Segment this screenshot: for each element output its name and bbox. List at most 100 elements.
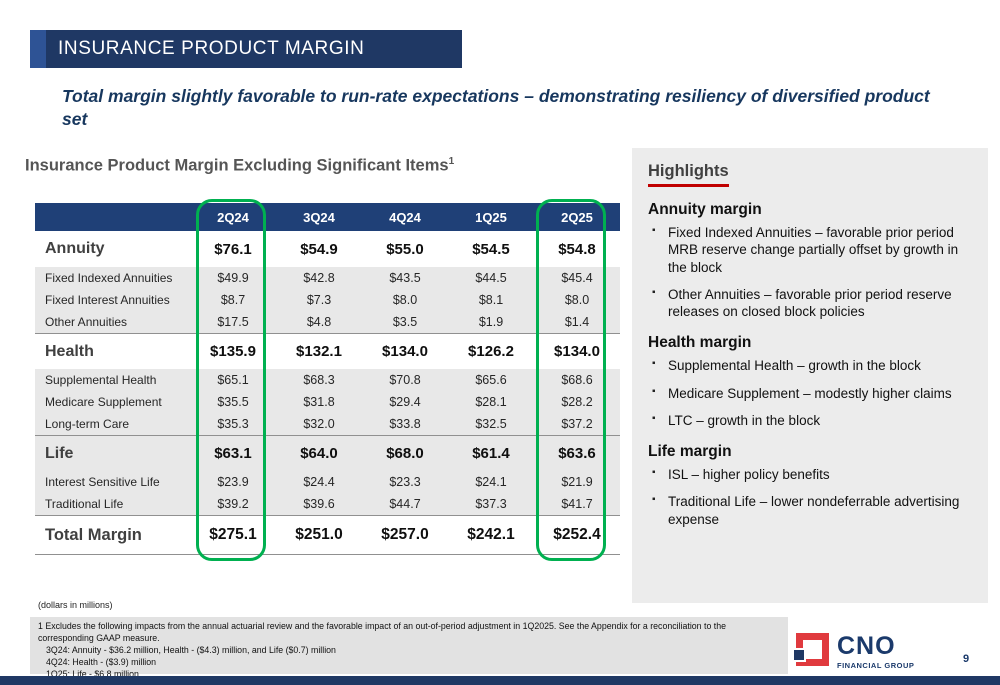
table-cell: $8.0 — [564, 293, 590, 307]
table-cell: $275.1 — [209, 526, 257, 543]
highlight-bullet: Medicare Supplement – modestly higher cl… — [652, 385, 972, 402]
table-row-supplemental-health: Supplemental Health $65.1 $68.3 $70.8 $65.6 $… — [35, 369, 620, 391]
table-header-2q25: 2Q25 — [561, 209, 593, 225]
table-row-life: Life $63.1 $64.0 $68.0 $61.4 $63.6 — [35, 435, 620, 471]
table-cell: $3.5 — [392, 315, 418, 329]
cno-logo-icon — [792, 633, 829, 670]
table-cell: $17.5 — [217, 315, 249, 329]
highlight-bullet: ISL – higher policy benefits — [652, 466, 972, 483]
row-label: Interest Sensitive Life — [45, 475, 160, 489]
row-label: Fixed Interest Annuities — [45, 293, 170, 307]
table-cell: $32.0 — [303, 417, 335, 431]
row-label: Traditional Life — [45, 497, 124, 511]
table-cell: $135.9 — [210, 343, 256, 360]
highlight-bullet: Traditional Life – lower nondeferrable a… — [652, 493, 972, 528]
table-cell: $65.6 — [475, 373, 507, 387]
table-row-long-term-care: Long-term Care $35.3 $32.0 $33.8 $32.5 $37.2 — [35, 413, 620, 435]
table-row-health: Health $135.9 $132.1 $134.0 $126.2 $134.0 — [35, 333, 620, 369]
table-cell: $21.9 — [561, 475, 593, 489]
logo-blue-square — [792, 648, 806, 662]
logo-company-subtext: FINANCIAL GROUP — [837, 660, 915, 670]
row-label: Life — [45, 444, 74, 462]
table-cell: $45.4 — [561, 271, 593, 285]
table-cell: $126.2 — [468, 343, 514, 360]
table-cell: $132.1 — [296, 343, 342, 360]
table-cell: $28.2 — [561, 395, 593, 409]
table-title-text: Insurance Product Margin Excluding Signi… — [25, 156, 449, 175]
table-cell: $49.9 — [217, 271, 249, 285]
highlights-list-life-margin: ISL – higher policy benefits Traditional … — [652, 466, 972, 528]
table-cell: $37.2 — [561, 417, 593, 431]
highlights-list-annuity-margin: Fixed Indexed Annuities – favorable prio… — [652, 224, 972, 320]
table-cell: $252.4 — [553, 526, 601, 543]
highlights-title: Highlights — [648, 162, 729, 187]
table-cell: $4.8 — [306, 315, 332, 329]
table-cell: $55.0 — [386, 240, 424, 258]
table-cell: $63.6 — [558, 445, 596, 462]
table-cell: $1.4 — [564, 315, 590, 329]
units-note: (dollars in millions) — [38, 600, 113, 610]
table-header-row: 2Q24 3Q24 4Q24 1Q25 2Q25 — [35, 203, 620, 231]
highlight-bullet: Supplemental Health – growth in the bloc… — [652, 357, 972, 374]
table-cell: $76.1 — [214, 240, 252, 258]
table-cell: $37.3 — [475, 497, 507, 511]
table-cell: $24.1 — [475, 475, 507, 489]
table-cell: $63.1 — [214, 445, 252, 462]
table-cell: $28.1 — [475, 395, 507, 409]
table-row-fixed-interest-annuities: Fixed Interest Annuities $8.7 $7.3 $8.0 $8.1… — [35, 289, 620, 311]
highlights-heading-life-margin: Life margin — [648, 443, 732, 461]
table-cell: $54.5 — [472, 240, 510, 258]
table-cell: $68.0 — [386, 445, 424, 462]
table-cell: $23.9 — [217, 475, 249, 489]
row-label: Other Annuities — [45, 315, 128, 329]
slide-title: INSURANCE PRODUCT MARGIN — [58, 38, 365, 59]
table-title-footnote-ref: 1 — [448, 156, 455, 167]
table-header-corner — [35, 203, 190, 231]
table-row-medicare-supplement: Medicare Supplement $35.5 $31.8 $29.4 $28.1 $… — [35, 391, 620, 413]
row-label: Fixed Indexed Annuities — [45, 271, 173, 285]
footnote-item: 1Q25: Life - $6.8 million — [46, 668, 139, 679]
table-cell: $134.0 — [382, 343, 428, 360]
table-cell: $35.3 — [217, 417, 249, 431]
table-cell: $41.7 — [561, 497, 593, 511]
table-cell: $54.8 — [558, 240, 596, 258]
table-cell: $134.0 — [554, 343, 600, 360]
highlights-list-health-margin: Supplemental Health – growth in the bloc… — [652, 357, 972, 429]
row-label: Supplemental Health — [45, 373, 157, 387]
footnote-item: 3Q24: Annuity - $36.2 million, Health - … — [46, 644, 336, 655]
table-cell: $68.6 — [561, 373, 593, 387]
table-cell: $35.5 — [217, 395, 249, 409]
table-row-interest-sensitive-life: Interest Sensitive Life $23.9 $24.4 $23.3 $2… — [35, 471, 620, 493]
table-cell: $8.0 — [392, 293, 418, 307]
slide-subtitle: Total margin slightly favorable to run-r… — [62, 86, 930, 130]
table-cell: $257.0 — [381, 526, 429, 543]
footnote-item: 4Q24: Health - ($3.9) million — [46, 656, 157, 667]
table-header-1q25: 1Q25 — [475, 209, 507, 225]
table-row-total-margin: Total Margin $275.1 $251.0 $257.0 $242.1 $252… — [35, 515, 620, 555]
row-label: Total Margin — [45, 525, 142, 544]
table-row-other-annuities: Other Annuities $17.5 $4.8 $3.5 $1.9 $1.4 — [35, 311, 620, 333]
table-cell: $61.4 — [472, 445, 510, 462]
table-cell: $242.1 — [467, 526, 515, 543]
table-cell: $68.3 — [303, 373, 335, 387]
row-label: Annuity — [45, 240, 105, 257]
table-cell: $64.0 — [300, 445, 338, 462]
table-cell: $8.1 — [478, 293, 504, 307]
table-header-2q24: 2Q24 — [217, 209, 249, 225]
table-header-4q24: 4Q24 — [389, 209, 421, 225]
table-cell: $65.1 — [217, 373, 249, 387]
highlights-sections: Annuity margin Fixed Indexed Annuities – … — [648, 201, 972, 528]
table-cell: $44.5 — [475, 271, 507, 285]
table-cell: $39.6 — [303, 497, 335, 511]
table-cell: $42.8 — [303, 271, 335, 285]
table-cell: $29.4 — [389, 395, 421, 409]
table-cell: $1.9 — [478, 315, 504, 329]
highlights-panel: Highlights Annuity margin Fixed Indexed A… — [632, 148, 988, 603]
footer-bar — [0, 676, 1000, 685]
table-cell: $23.3 — [389, 475, 421, 489]
footnote-band: 1 Excludes the following impacts from th… — [30, 617, 788, 679]
page-number: 9 — [963, 653, 970, 665]
logo-text: CNO FINANCIAL GROUP — [837, 633, 915, 670]
highlight-bullet: Other Annuities – favorable prior period… — [652, 286, 972, 321]
